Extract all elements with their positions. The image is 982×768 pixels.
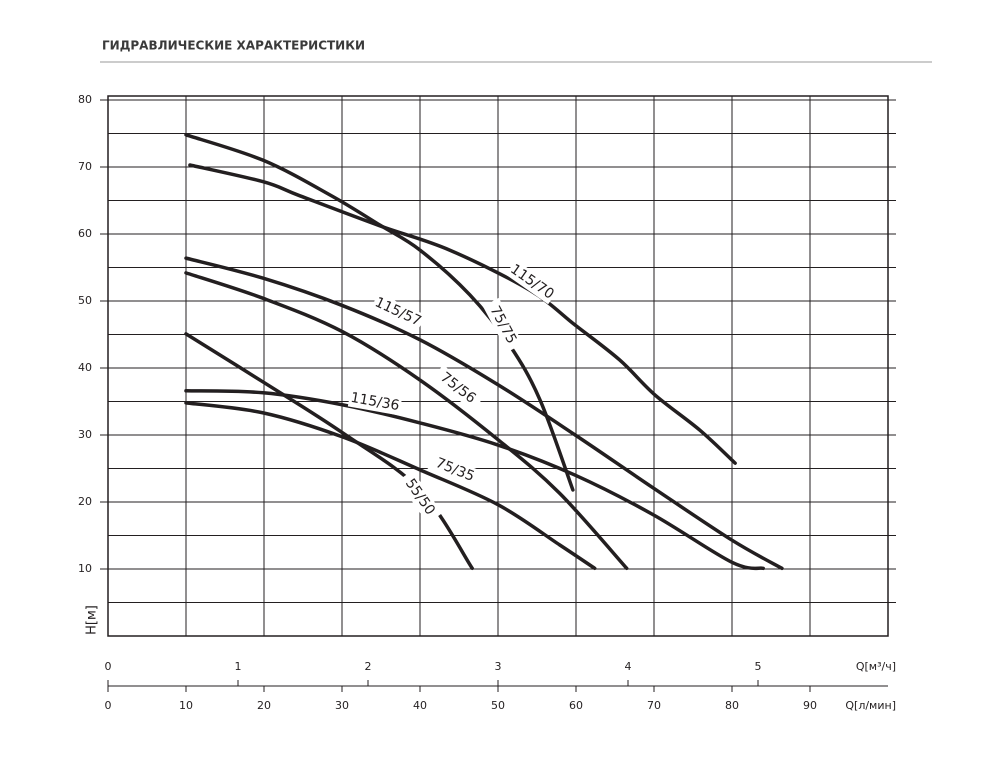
x2-tick-label: 1 <box>235 660 242 673</box>
pump-curve <box>188 163 737 465</box>
curve-label-bg <box>347 388 403 416</box>
curve-label-bg <box>482 297 524 353</box>
x-tick-label: 20 <box>257 699 271 712</box>
x-tick-label: 0 <box>105 699 112 712</box>
x2-tick-label: 0 <box>105 660 112 673</box>
y-tick-label: 30 <box>78 428 92 441</box>
chart-title: ГИДРАВЛИЧЕСКИЕ ХАРАКТЕРИСТИКИ <box>102 39 365 53</box>
pump-curve <box>184 332 475 571</box>
x-tick-label: 50 <box>491 699 505 712</box>
x-tick-label: 40 <box>413 699 427 712</box>
x-tick-label: 60 <box>569 699 583 712</box>
y-tick-label: 60 <box>78 227 92 240</box>
x2-tick-label: 2 <box>365 660 372 673</box>
y-tick-label: 80 <box>78 93 92 106</box>
pump-curve <box>184 271 629 571</box>
x2-tick-label: 4 <box>625 660 632 673</box>
curve-label-bg <box>505 259 559 305</box>
y-tick-label: 20 <box>78 495 92 508</box>
curve-label: 75/75 <box>486 303 519 346</box>
y-tick-label: 10 <box>78 562 92 575</box>
y-tick-label: 40 <box>78 361 92 374</box>
y-tick-label: 70 <box>78 160 92 173</box>
pump-curve <box>184 389 765 571</box>
pump-curve <box>184 133 575 492</box>
x-tick-label: 30 <box>335 699 349 712</box>
x-tick-label: 90 <box>803 699 817 712</box>
curve-label: 75/35 <box>433 455 476 485</box>
curve-label-bg <box>431 364 485 412</box>
x2-axis-label: Q[м³/ч] <box>856 660 896 673</box>
x-tick-label: 80 <box>725 699 739 712</box>
y-tick-label: 50 <box>78 294 92 307</box>
x2-tick-label: 3 <box>495 660 502 673</box>
x-axis-label: Q[л/мин] <box>845 699 896 712</box>
curve-label-bg <box>370 292 426 332</box>
curve-label-bg <box>397 470 443 524</box>
pump-curve <box>184 401 597 571</box>
curve-label: 115/57 <box>372 294 423 329</box>
x-tick-label: 10 <box>179 699 193 712</box>
pump-curve <box>184 256 784 571</box>
x-tick-label: 70 <box>647 699 661 712</box>
x2-tick-label: 5 <box>755 660 762 673</box>
y-axis-label: H[м] <box>85 605 100 635</box>
curve-label-bg <box>427 451 483 489</box>
